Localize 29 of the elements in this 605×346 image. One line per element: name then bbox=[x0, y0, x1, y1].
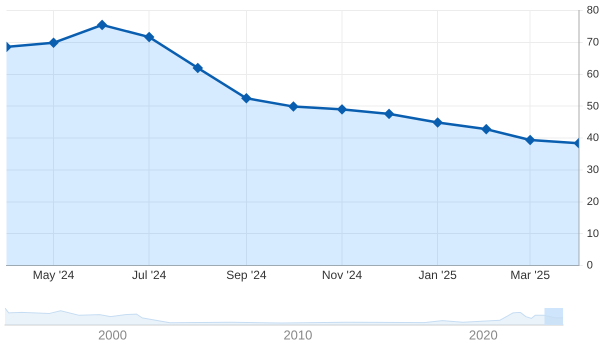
point bbox=[337, 104, 347, 114]
x-tick-label: Nov '24 bbox=[322, 268, 362, 282]
y-tick-label: 40 bbox=[586, 132, 600, 144]
x-tick-label: 2020 bbox=[468, 327, 498, 342]
point bbox=[384, 109, 394, 119]
y-tick-label: 30 bbox=[586, 164, 600, 176]
x-tick-label: 2010 bbox=[283, 327, 312, 342]
x-tick-label: May '24 bbox=[32, 268, 75, 282]
point bbox=[482, 124, 492, 134]
point bbox=[144, 32, 154, 42]
x-tick-label: 2000 bbox=[98, 327, 127, 342]
point bbox=[242, 94, 252, 104]
x-tick-label: Jan '25 bbox=[418, 268, 458, 282]
y-tick-label: 0 bbox=[586, 260, 593, 272]
point bbox=[288, 102, 298, 112]
y-tick-label: 80 bbox=[586, 4, 600, 17]
point bbox=[193, 63, 203, 73]
y-tick-label: 20 bbox=[586, 196, 600, 208]
y-tick-label: 70 bbox=[586, 36, 600, 49]
point bbox=[97, 20, 107, 30]
y-tick-label: 50 bbox=[586, 100, 600, 112]
point bbox=[525, 135, 535, 145]
y-tick-label: 60 bbox=[586, 68, 600, 80]
x-tick-label: Sep '24 bbox=[226, 268, 267, 282]
x-tick-label: Mar '25 bbox=[510, 268, 550, 282]
point bbox=[432, 118, 442, 128]
point bbox=[48, 38, 58, 48]
x-tick-label: Jul '24 bbox=[132, 268, 167, 282]
y-tick-label: 10 bbox=[586, 228, 600, 240]
